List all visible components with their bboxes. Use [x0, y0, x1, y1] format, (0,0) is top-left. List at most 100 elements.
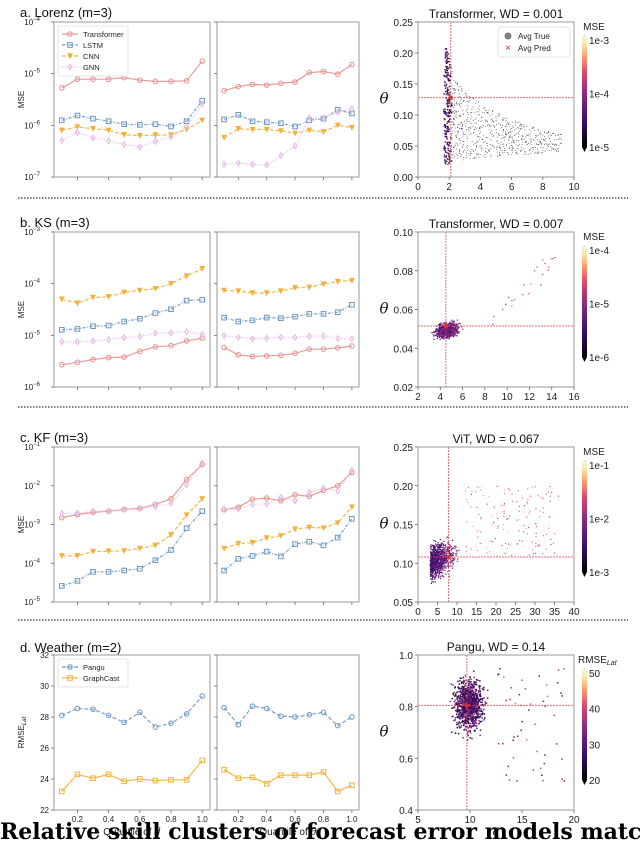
- series-line-gnn: [61, 330, 203, 343]
- scatter-point: [453, 335, 455, 338]
- scatter-point: [443, 554, 446, 556]
- scatter-point: [481, 688, 484, 690]
- scatter-point: [443, 558, 445, 561]
- scatter-point: [470, 683, 473, 685]
- marker-diamond: [75, 338, 80, 346]
- scatter-point: [543, 138, 545, 140]
- scatter-point: [438, 327, 440, 329]
- scatter-point: [536, 152, 538, 154]
- scatter-point: [442, 331, 444, 333]
- scatter-point: [438, 328, 441, 330]
- scatter-point: [465, 95, 467, 97]
- marker-triangle: [320, 129, 327, 135]
- marker-triangle: [235, 126, 242, 132]
- scatter-point: [446, 138, 448, 140]
- marker-square: [168, 776, 174, 783]
- marker-circle: [199, 461, 205, 468]
- scatter-point: [479, 715, 481, 718]
- scatter-point: [504, 139, 505, 141]
- scatter-point: [488, 124, 490, 125]
- scatter-point: [537, 544, 539, 546]
- scatter-point: [438, 336, 440, 338]
- scatter-point: [438, 565, 441, 567]
- scatter-point: [473, 144, 474, 146]
- scatter-point: [471, 722, 474, 725]
- scatter-point: [527, 488, 529, 490]
- marker-circle: [90, 356, 96, 363]
- scatter-point: [478, 710, 481, 712]
- scatter-point: [436, 328, 438, 331]
- scatter-point: [470, 155, 471, 156]
- marker-square: [306, 538, 313, 545]
- scatter-point: [444, 327, 446, 329]
- scatter-point: [440, 326, 442, 328]
- scatter-point: [518, 510, 520, 512]
- scatter-point: [458, 700, 461, 703]
- scatter-point: [545, 138, 547, 140]
- marker-circle: [320, 346, 327, 352]
- marker-circle: [221, 87, 227, 94]
- plot-bg: [418, 232, 574, 387]
- scatter-point: [453, 122, 454, 123]
- scatter-point: [458, 709, 461, 711]
- scatter-point: [431, 569, 433, 572]
- scatter-point: [505, 144, 507, 146]
- scatter-point: [545, 684, 548, 686]
- scatter-point: [443, 327, 445, 329]
- scatter-point: [527, 135, 528, 136]
- scatter-point: [439, 538, 441, 541]
- scatter-point: [444, 331, 446, 333]
- scatter-point: [436, 560, 438, 562]
- scatter-point: [447, 329, 449, 331]
- scatter-point: [445, 133, 447, 136]
- scatter-point: [560, 692, 562, 694]
- marker-triangle: [348, 277, 355, 284]
- marker-diamond: [321, 484, 326, 492]
- scatter-point: [512, 757, 515, 759]
- scatter-point: [436, 562, 438, 564]
- scatter-point: [513, 135, 515, 136]
- scatter-point: [474, 700, 476, 703]
- scatter-point: [480, 145, 482, 146]
- scatter-point: [459, 722, 462, 724]
- scatter-point: [455, 549, 457, 552]
- scatter-point: [464, 121, 465, 122]
- scatter-point: [455, 546, 457, 548]
- scatter-point: [439, 552, 442, 555]
- scatter-point: [447, 141, 449, 143]
- scatter-point: [535, 532, 537, 534]
- scatter-point: [429, 568, 431, 570]
- scatter-point: [470, 717, 473, 719]
- scatter-point: [440, 558, 442, 560]
- scatter-point: [498, 135, 500, 136]
- marker-diamond: [137, 332, 143, 341]
- scatter-point: [539, 767, 542, 770]
- scatter-point: [454, 90, 456, 91]
- scatter-point: [481, 139, 483, 140]
- scatter-point: [476, 145, 478, 147]
- scatter-point: [525, 136, 527, 138]
- scatter-point: [439, 546, 441, 549]
- scatter-point: [437, 558, 439, 560]
- scatter-point: [479, 698, 482, 701]
- scatter-point: [440, 327, 442, 329]
- scatter-point: [433, 567, 435, 569]
- scatter-point: [481, 127, 483, 128]
- scatter-point: [476, 122, 477, 124]
- scatter-point: [495, 120, 497, 122]
- series-line-transformer: [61, 337, 203, 366]
- scatter-point: [479, 695, 482, 697]
- scatter-point: [486, 142, 488, 144]
- scatter-point: [465, 499, 467, 501]
- scatter-point: [432, 334, 435, 336]
- scatter-point: [454, 329, 456, 332]
- marker-circle: [235, 721, 242, 728]
- scatter-point: [503, 502, 506, 504]
- scatter-point: [466, 155, 467, 157]
- scatter-point: [433, 565, 435, 567]
- scatter-point: [435, 572, 437, 574]
- scatter-point: [556, 682, 559, 684]
- scatter-point: [561, 139, 562, 140]
- scatter-point: [530, 144, 532, 145]
- scatter-point: [448, 323, 451, 325]
